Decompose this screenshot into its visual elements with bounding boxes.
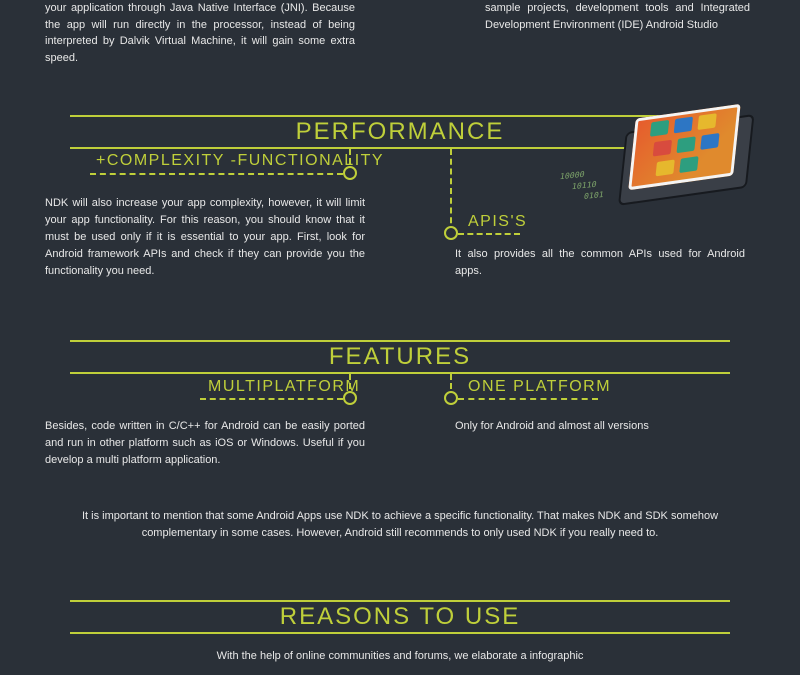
features-right-body: Only for Android and almost all versions — [455, 418, 745, 435]
reasons-band: REASONS TO USE — [70, 600, 730, 634]
reasons-title: REASONS TO USE — [280, 603, 521, 631]
connector-line — [200, 398, 343, 400]
connector-line — [458, 233, 520, 235]
features-left-body: Besides, code written in C/C++ for Andro… — [45, 418, 365, 469]
intro-left-paragraph: your application through Java Native Int… — [45, 0, 355, 66]
connector-node — [444, 226, 458, 240]
binary-decor: 0101 — [583, 191, 604, 202]
performance-right-body: It also provides all the common APIs use… — [455, 246, 745, 280]
performance-title: PERFORMANCE — [296, 118, 505, 146]
performance-left-body: NDK will also increase your app complexi… — [45, 195, 365, 280]
connector-line — [90, 173, 343, 175]
connector-line — [458, 398, 598, 400]
connector-stem — [450, 149, 452, 233]
features-footnote: It is important to mention that some And… — [70, 508, 730, 541]
phone-icon — [603, 86, 767, 216]
features-left-subhead: MULTIPLATFORM — [208, 378, 360, 396]
reasons-body: With the help of online communities and … — [70, 648, 730, 665]
features-right-subhead: ONE PLATFORM — [468, 378, 611, 396]
features-band: FEATURES — [70, 340, 730, 374]
performance-right-subhead: APIS'S — [468, 213, 527, 231]
performance-left-subhead: +COMPLEXITY -FUNCTIONALITY — [96, 152, 384, 170]
intro-right-paragraph: sample projects, development tools and I… — [485, 0, 750, 33]
connector-node — [444, 391, 458, 405]
features-title: FEATURES — [329, 343, 471, 371]
